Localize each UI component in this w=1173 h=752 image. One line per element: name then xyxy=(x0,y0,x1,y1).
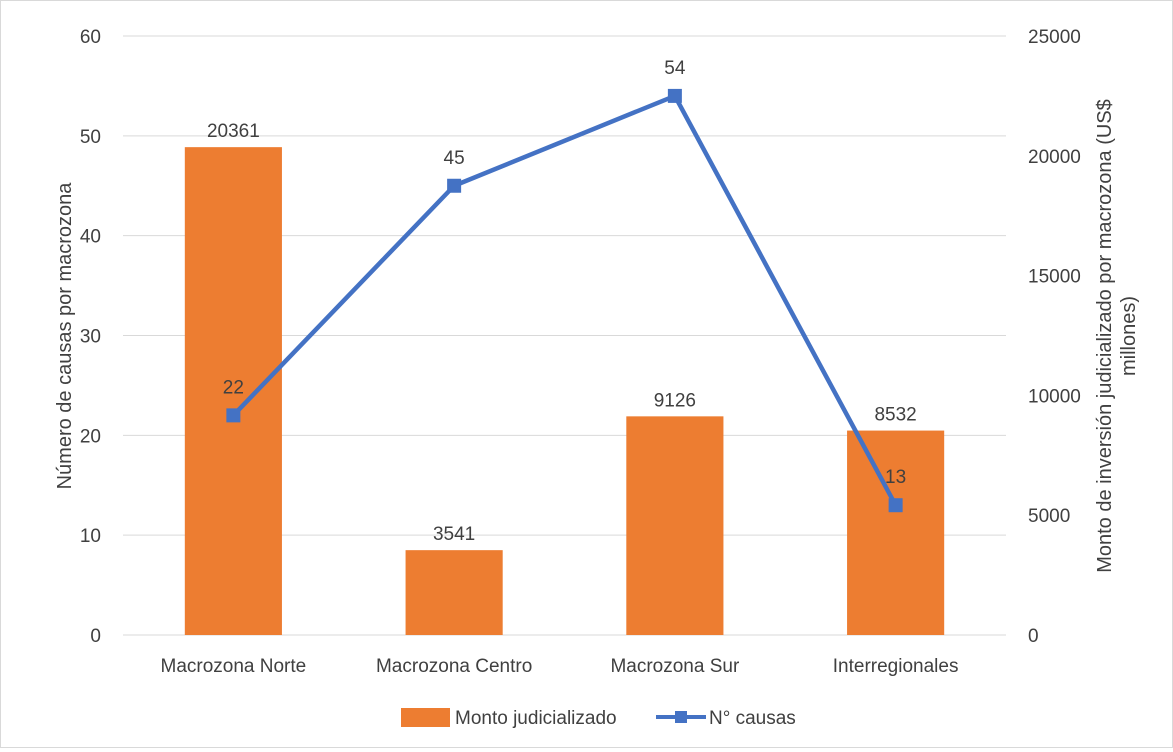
category-label: Macrozona Sur xyxy=(610,656,740,677)
bar-series xyxy=(184,147,945,635)
left-tick-label: 50 xyxy=(80,127,101,148)
line-data-label: 13 xyxy=(885,467,906,488)
bar xyxy=(405,550,503,635)
line-data-label: 22 xyxy=(223,377,244,398)
bar xyxy=(184,147,282,635)
right-tick-label: 25000 xyxy=(1028,27,1081,48)
bar xyxy=(847,430,945,635)
right-tick-label: 0 xyxy=(1028,626,1039,647)
bar xyxy=(626,416,724,635)
left-tick-label: 30 xyxy=(80,327,101,348)
legend-bar-swatch xyxy=(401,708,450,727)
y-axis-title: Número de causas por macrozona xyxy=(54,182,76,490)
data-labels: 20361 3541 9126 8532 22 45 54 13 xyxy=(207,58,917,545)
right-tick-label: 10000 xyxy=(1028,386,1081,407)
bar-data-label: 8532 xyxy=(874,405,916,426)
legend-bar-label: Monto judicializado xyxy=(455,708,617,729)
right-axis-ticks: 0 5000 10000 15000 20000 25000 xyxy=(1028,27,1081,647)
bar-data-label: 3541 xyxy=(433,524,475,545)
legend: Monto judicializado N° causas xyxy=(401,708,796,729)
category-label: Macrozona Norte xyxy=(161,656,307,677)
category-labels: Macrozona Norte Macrozona Centro Macrozona… xyxy=(161,656,959,677)
category-label: Interregionales xyxy=(833,656,959,677)
left-tick-label: 0 xyxy=(90,626,101,647)
line-data-label: 54 xyxy=(664,58,686,79)
line-marker xyxy=(447,178,462,193)
bar-data-label: 20361 xyxy=(207,121,260,142)
right-tick-label: 15000 xyxy=(1028,267,1081,288)
right-tick-label: 20000 xyxy=(1028,147,1081,168)
left-tick-label: 40 xyxy=(80,227,101,248)
left-axis-ticks: 0 10 20 30 40 50 60 xyxy=(80,27,101,647)
line-marker xyxy=(888,498,903,513)
bar-data-label: 9126 xyxy=(654,390,696,411)
category-label: Macrozona Centro xyxy=(376,656,532,677)
left-tick-label: 60 xyxy=(80,27,101,48)
line-marker xyxy=(667,88,682,103)
y2-axis-title-line2: millones) xyxy=(1118,296,1140,376)
series-line xyxy=(231,93,898,507)
legend-line-label: N° causas xyxy=(709,708,796,729)
left-tick-label: 20 xyxy=(80,426,101,447)
y2-axis-title-line1: Monto de inversión judicializado por mac… xyxy=(1094,99,1116,573)
line-data-label: 45 xyxy=(444,148,465,169)
y2-axis-title: Monto de inversión judicializado por mac… xyxy=(1094,99,1140,573)
line-marker xyxy=(226,408,241,423)
legend-line-marker xyxy=(675,711,687,723)
line-series xyxy=(226,88,903,513)
right-tick-label: 5000 xyxy=(1028,506,1070,527)
left-tick-label: 10 xyxy=(80,526,101,547)
